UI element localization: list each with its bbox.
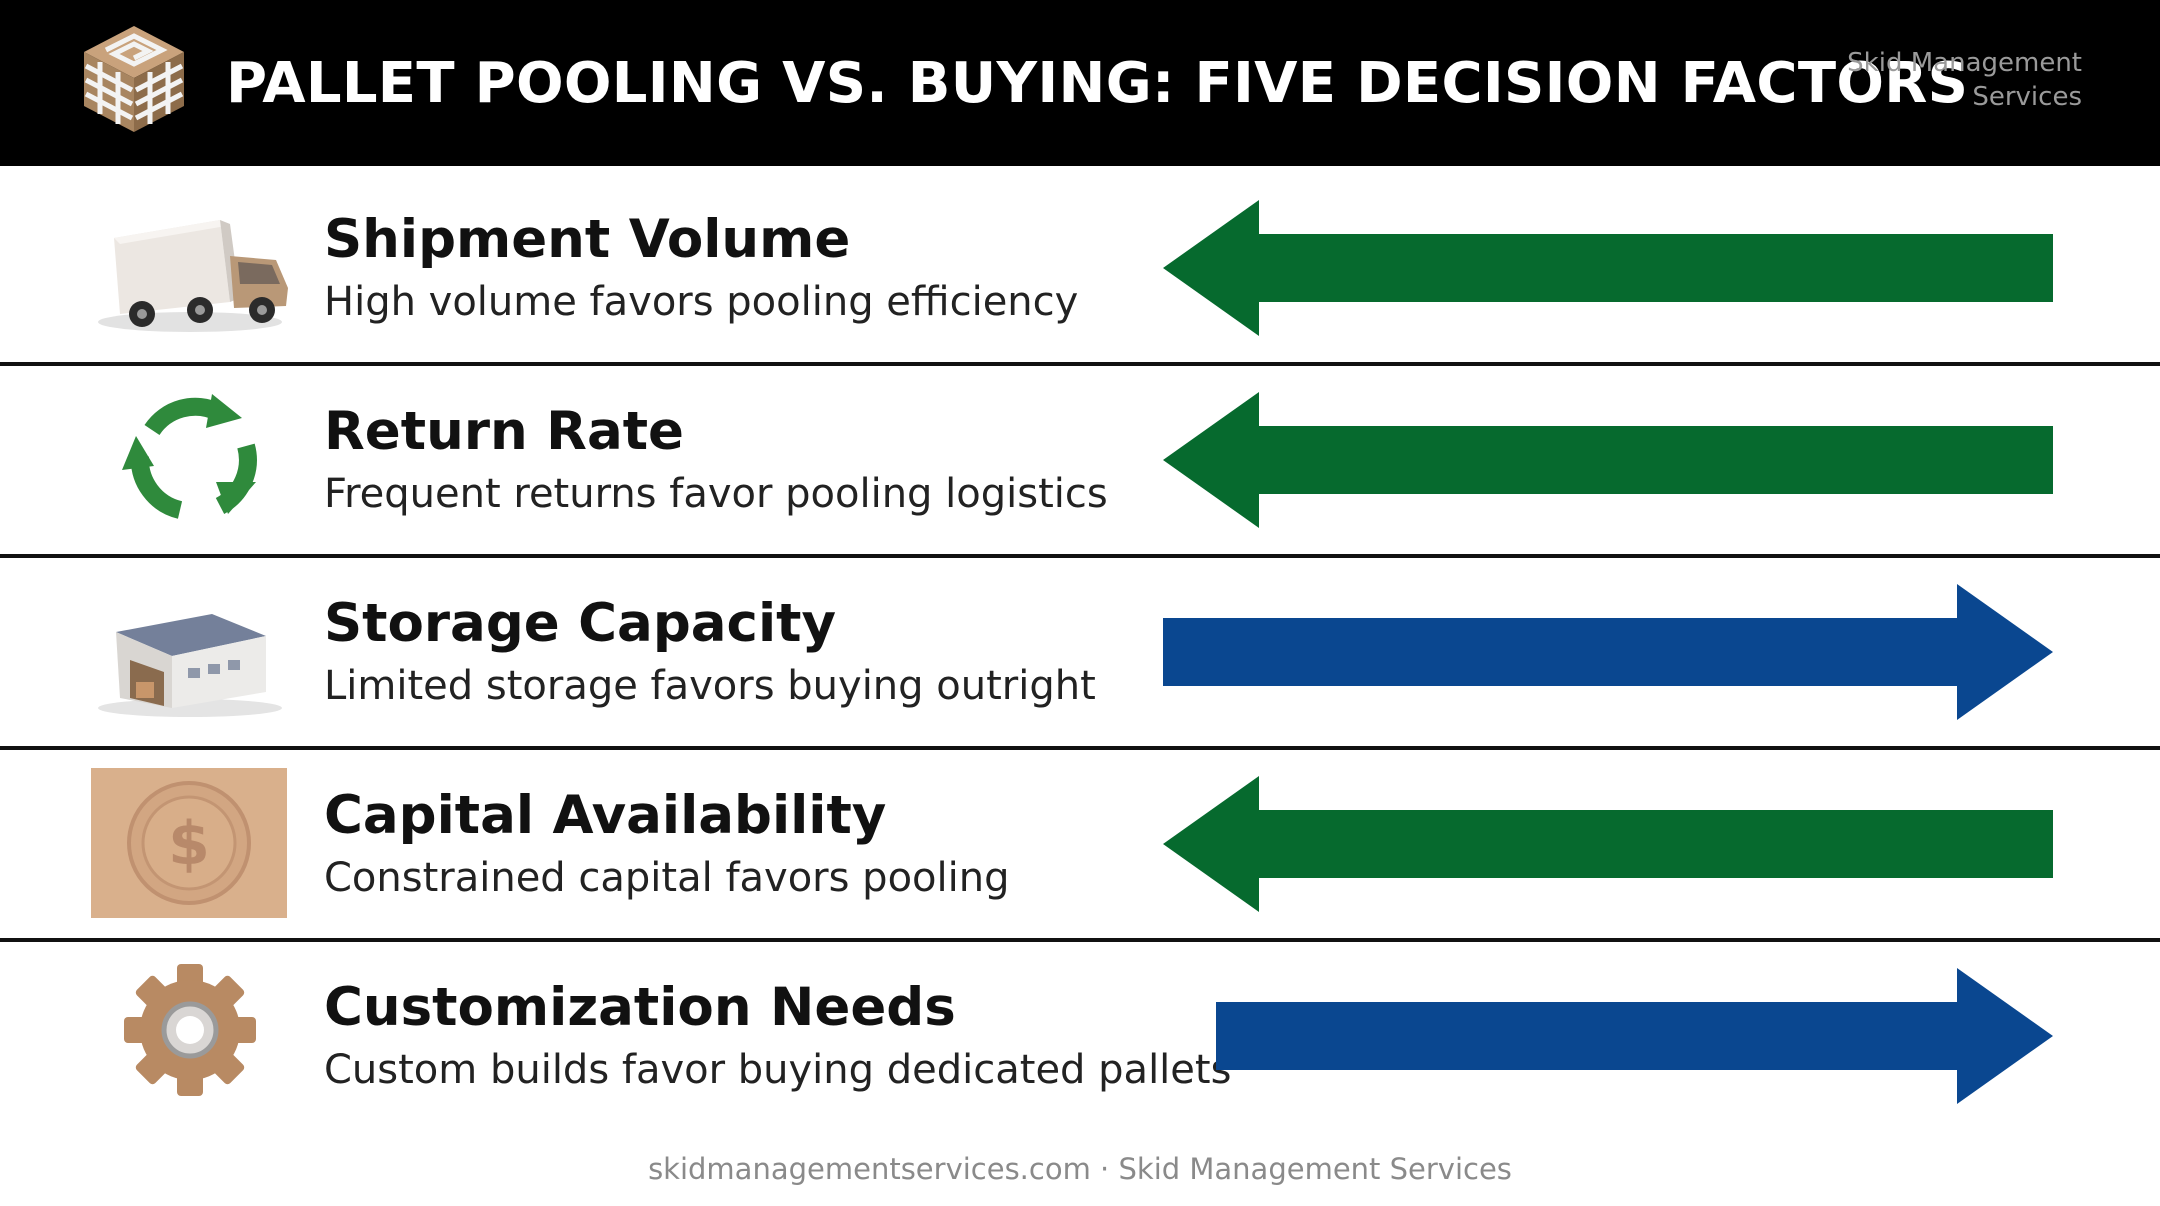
page-title: PALLET POOLING VS. BUYING: FIVE DECISION… [226, 51, 1969, 116]
factor-title: Storage Capacity [324, 593, 836, 654]
factor-row-shipment-volume: Shipment Volume High volume favors pooli… [0, 166, 2160, 358]
pallet-stack-logo-icon [74, 20, 194, 140]
factor-description: Constrained capital favors pooling [324, 855, 1010, 901]
factor-title: Return Rate [324, 401, 685, 462]
factor-title: Customization Needs [324, 977, 956, 1038]
gear-icon [80, 958, 300, 1108]
factor-title: Shipment Volume [324, 209, 851, 270]
factor-row-capital-availability: $ Capital Availability Constrained capit… [0, 742, 2160, 934]
footer-text: skidmanagementservices.com · Skid Manage… [648, 1152, 1512, 1186]
factor-description: Limited storage favors buying outright [324, 663, 1096, 709]
factor-row-return-rate: Return Rate Frequent returns favor pooli… [0, 358, 2160, 550]
delivery-truck-icon [80, 190, 300, 340]
factor-row-storage-capacity: Storage Capacity Limited storage favors … [0, 550, 2160, 742]
factor-description: High volume favors pooling efficiency [324, 279, 1079, 325]
brand-name: Skid Management Services [1782, 46, 2082, 114]
factor-description: Frequent returns favor pooling logistics [324, 471, 1108, 517]
factor-row-customization-needs: Customization Needs Custom builds favor … [0, 934, 2160, 1126]
row-divider [0, 938, 2160, 942]
header-bar: PALLET POOLING VS. BUYING: FIVE DECISION… [0, 0, 2160, 166]
row-divider [0, 554, 2160, 558]
pooling-arrow-left-icon [1163, 200, 2053, 336]
row-divider [0, 746, 2160, 750]
warehouse-icon [80, 574, 300, 724]
svg-text:$: $ [168, 809, 210, 879]
factor-description: Custom builds favor buying dedicated pal… [324, 1047, 1232, 1093]
row-divider [0, 362, 2160, 366]
pooling-arrow-left-icon [1163, 776, 2053, 912]
brand-line-2: Services [1972, 82, 2082, 112]
recycle-arrows-icon [80, 382, 300, 532]
buying-arrow-right-icon [1163, 584, 2053, 720]
pooling-arrow-left-icon [1163, 392, 2053, 528]
buying-arrow-right-icon [1216, 968, 2053, 1104]
dollar-coin-icon: $ [91, 768, 287, 918]
brand-line-1: Skid Management [1847, 48, 2082, 78]
factor-title: Capital Availability [324, 785, 887, 846]
